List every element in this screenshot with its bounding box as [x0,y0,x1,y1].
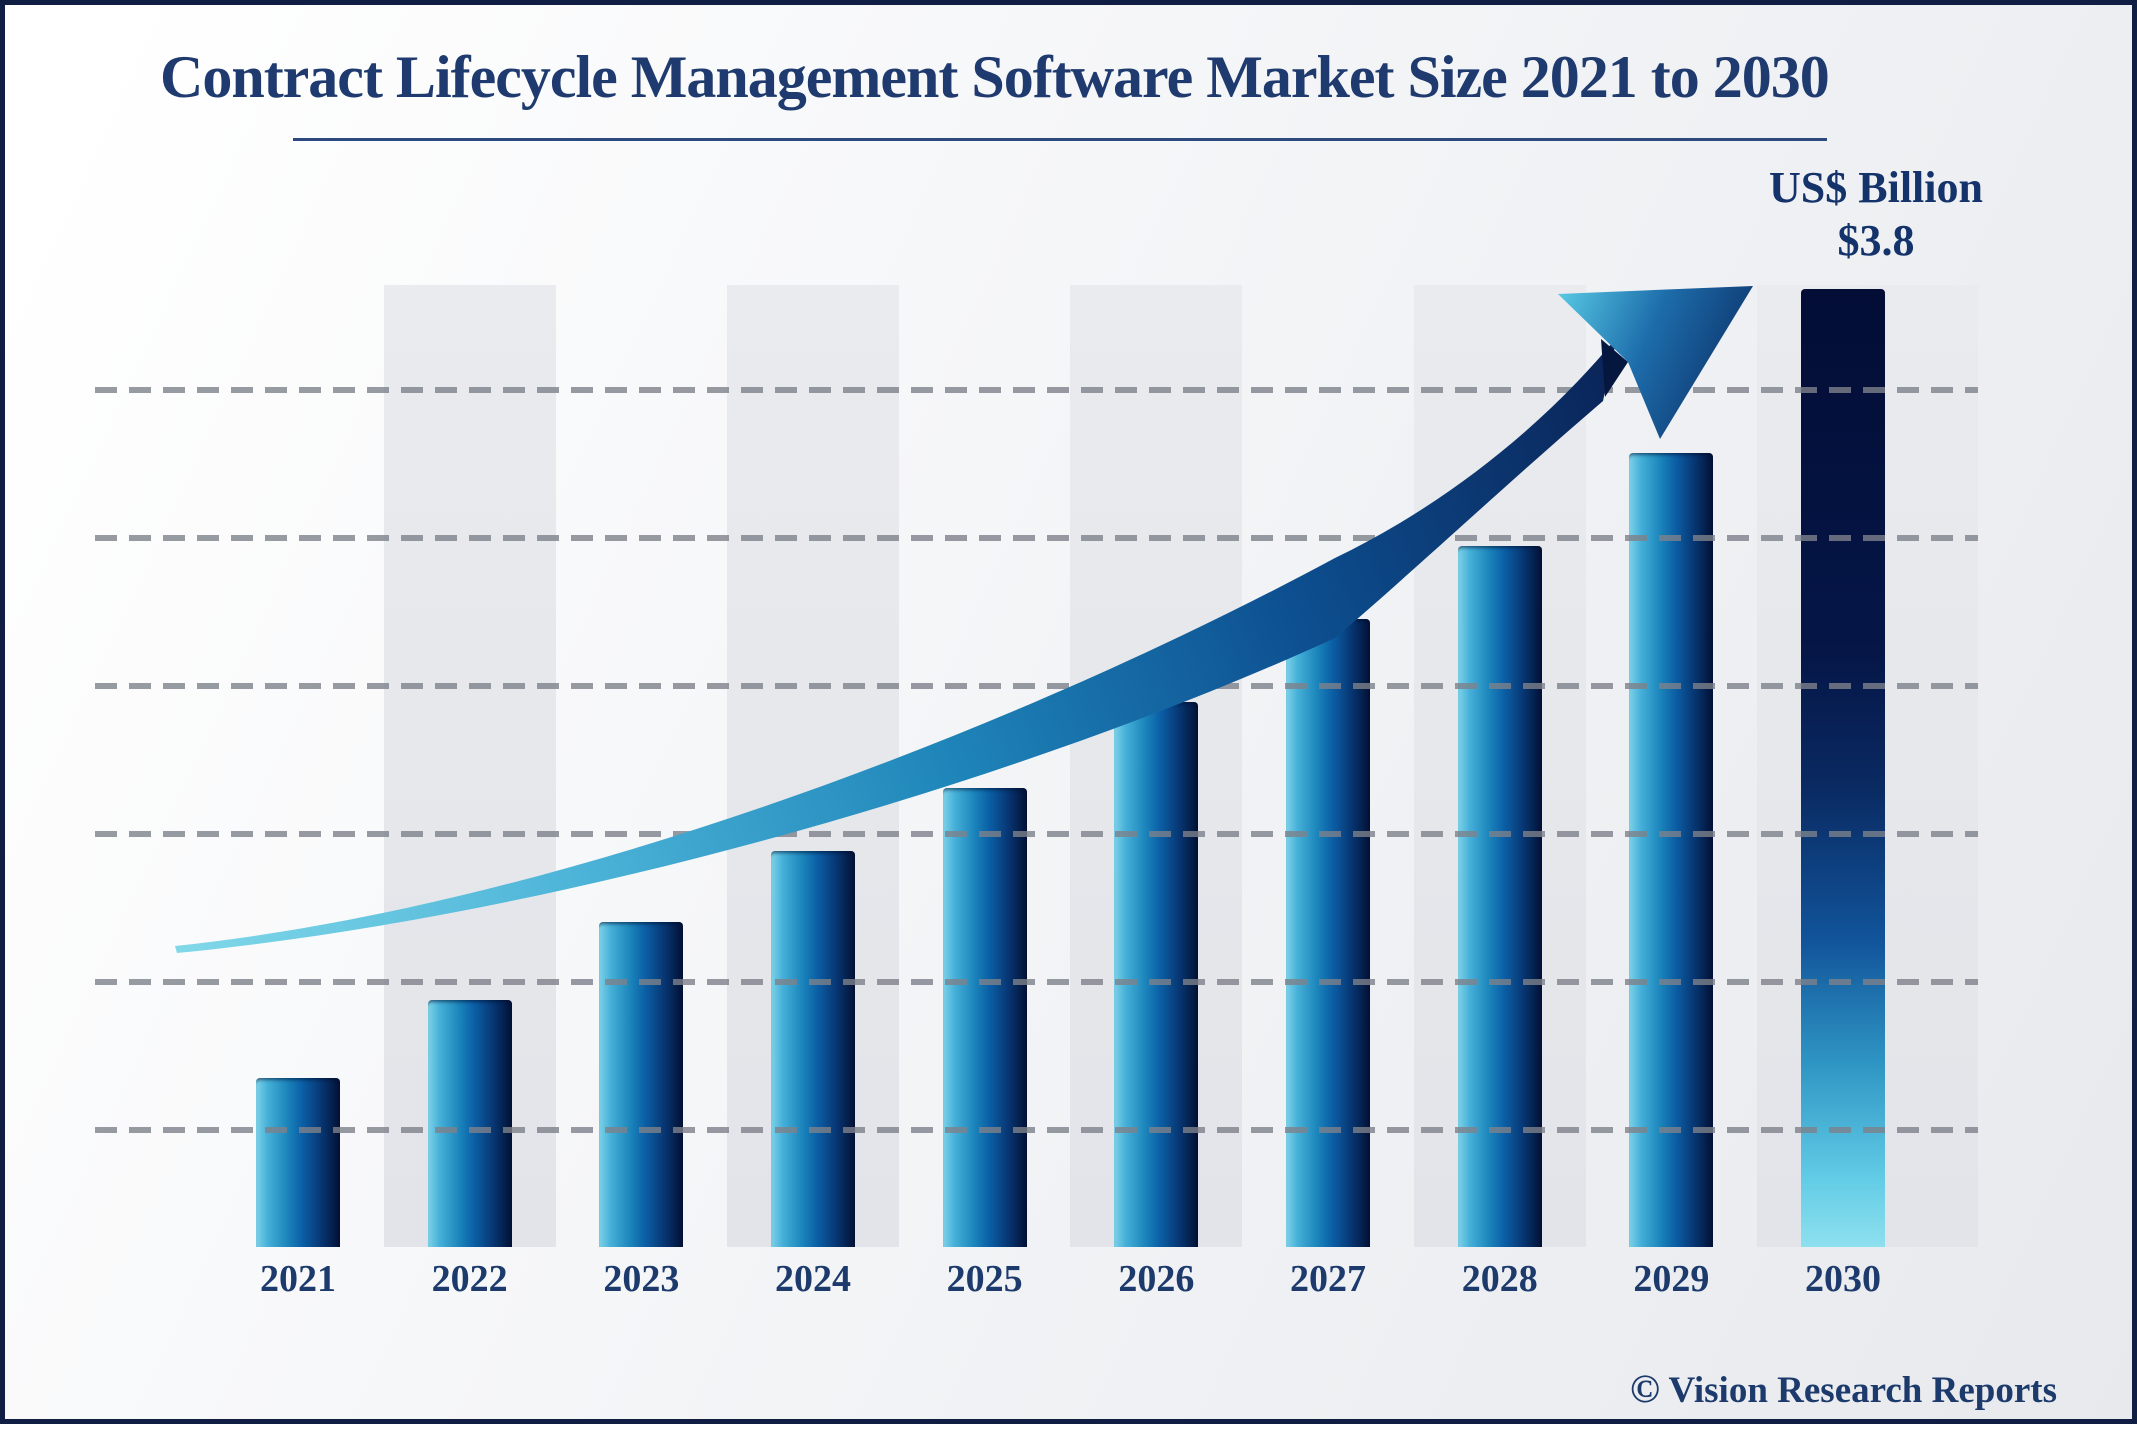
year-label-2024: 2024 [775,1258,851,1300]
unit-label: US$ Billion [1769,163,1983,212]
watermark-text: Vision Research Reports [1668,1370,2057,1411]
gridline [95,1127,1978,1133]
bar-2023 [599,921,684,1247]
bar-2024 [771,851,855,1247]
year-label-2029: 2029 [1633,1258,1710,1300]
plot-area: 2021 2022 2023 2024 2025 2026 2027 2028 2029 2030 [5,5,2132,1419]
chart-title: Contract Lifecycle Management Software M… [160,44,1830,110]
year-label-2023: 2023 [603,1258,680,1300]
gridline [95,831,1978,837]
value-annotation: US$ Billion $3.8 [1726,161,2026,267]
bar-2026 [1114,702,1199,1247]
bar-2029 [1629,452,1714,1247]
year-label-2021: 2021 [260,1258,336,1300]
year-label-2025: 2025 [946,1258,1023,1300]
year-label-2028: 2028 [1461,1258,1538,1300]
watermark: © Vision Research Reports [1630,1365,2057,1412]
copyright-icon: © [1630,1366,1660,1411]
year-label-2022: 2022 [431,1258,508,1300]
bar-2027 [1286,619,1371,1247]
bar-2028 [1457,546,1542,1247]
gridline [95,683,1978,689]
year-label-2026: 2026 [1118,1258,1195,1300]
gridline [95,535,1978,541]
year-label-2027: 2027 [1290,1258,1367,1300]
gridline [95,387,1978,393]
year-label-2030: 2030 [1805,1258,1882,1300]
bar-2030 [1801,289,1886,1247]
title-underline [293,138,1827,141]
bar-2021 [256,1078,340,1247]
bar-2022 [427,999,512,1247]
bar-2025 [942,788,1027,1247]
final-value-label: $3.8 [1837,216,1915,265]
gridline [95,979,1978,985]
